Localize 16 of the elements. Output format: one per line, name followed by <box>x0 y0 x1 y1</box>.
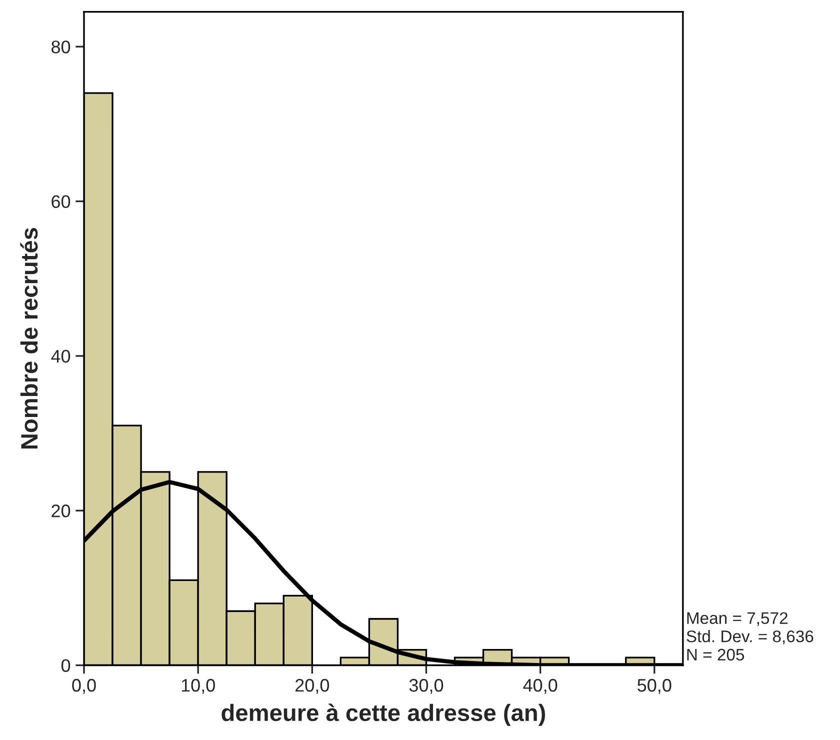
y-axis-title: Nombre de recrutés <box>20 228 38 448</box>
y-tick-label: 20 <box>52 504 70 518</box>
text: Std. Dev. = 8,636 <box>686 630 814 644</box>
text: N = 205 <box>687 648 744 661</box>
x-axis-title: demeure à cette adresse (an) <box>222 704 546 726</box>
y-tick-label: 80 <box>52 40 70 54</box>
x-tick-label: 20,0 <box>296 678 330 694</box>
x-tick-label: 40,0 <box>523 678 558 694</box>
y-tick-label: 60 <box>52 195 70 208</box>
x-tick-label: 30,0 <box>409 678 444 694</box>
text: Mean = 7,572 <box>687 612 788 626</box>
x-tick-label: 50,0 <box>638 678 672 694</box>
x-tick-label: 10,0 <box>182 678 215 694</box>
y-tick-label: 0 <box>61 659 70 672</box>
x-tick-label: 0,0 <box>72 678 96 694</box>
y-tick-label: 40 <box>51 350 70 363</box>
